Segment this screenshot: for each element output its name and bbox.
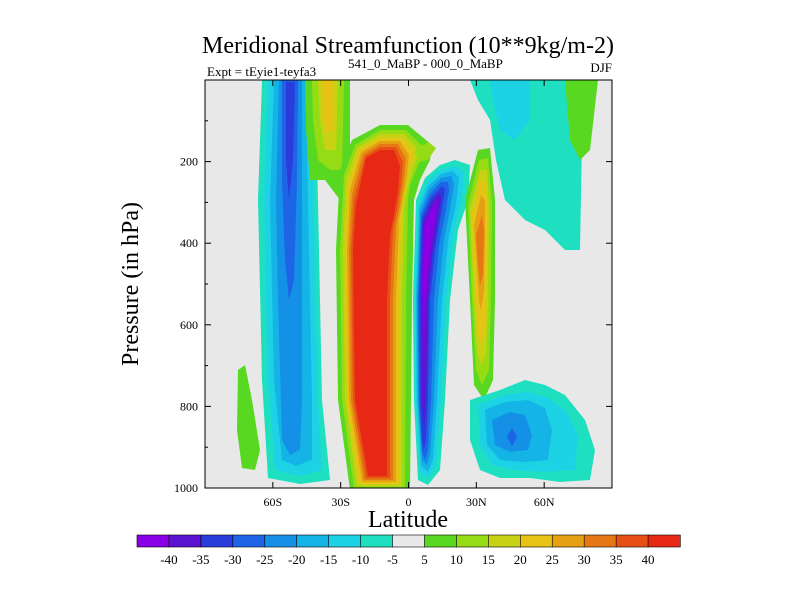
colorbar-label: 20 xyxy=(514,552,527,567)
colorbar-label: -20 xyxy=(288,552,305,567)
colorbar-swatch xyxy=(136,534,170,548)
y-tick-label: 200 xyxy=(180,155,198,169)
y-axis-ticks: 200 400 600 800 1000 xyxy=(174,120,612,495)
season-label: DJF xyxy=(590,60,612,75)
x-tick-label: 60S xyxy=(263,495,282,509)
colorbar-label: -10 xyxy=(352,552,369,567)
colorbar-label: 5 xyxy=(421,552,428,567)
colorbar-label: -30 xyxy=(224,552,241,567)
x-tick-label: 60N xyxy=(534,495,555,509)
colorbar-swatch xyxy=(232,534,266,548)
positive-cell-30n xyxy=(465,148,495,400)
colorbar-swatch xyxy=(264,534,298,548)
positive-cell-hadley xyxy=(336,125,436,488)
colorbar-label: 10 xyxy=(450,552,463,567)
colorbar-swatch xyxy=(168,534,202,548)
colorbar-swatch xyxy=(583,534,617,548)
colorbar-label: -25 xyxy=(256,552,273,567)
y-tick-label: 600 xyxy=(180,318,198,332)
colorbar-label: 15 xyxy=(482,552,495,567)
experiment-period-label: 541_0_MaBP - 000_0_MaBP xyxy=(348,56,503,71)
experiment-label: Expt = tEyie1-teyfa3 xyxy=(207,64,316,79)
colorbar-swatch xyxy=(551,534,585,548)
y-tick-label: 400 xyxy=(180,236,198,250)
negative-column-60s xyxy=(258,80,330,484)
colorbar-label: 35 xyxy=(610,552,623,567)
positive-patch-75n xyxy=(565,80,598,160)
colorbar-swatch xyxy=(328,534,362,548)
y-tick-label: 1000 xyxy=(174,481,198,495)
colorbar-label: 40 xyxy=(642,552,655,567)
negative-cell-45n xyxy=(470,380,595,482)
colorbar-label: 30 xyxy=(578,552,591,567)
x-tick-label: 30S xyxy=(331,495,350,509)
y-tick-label: 800 xyxy=(180,399,198,413)
x-tick-label: 0 xyxy=(406,495,412,509)
negative-cell-equatorial xyxy=(413,160,470,485)
colorbar-swatch xyxy=(392,534,426,548)
colorbar-swatch xyxy=(647,534,681,548)
x-axis-label: Latitude xyxy=(368,507,448,533)
chart-title: Meridional Streamfunction (10**9kg/m-2) xyxy=(202,33,614,59)
colorbar-labels: -40 -35 -30 -25 -20 -15 -10 -5 5 10 15 20 25 30 35 40 xyxy=(160,552,654,567)
colorbar-swatch xyxy=(360,534,394,548)
positive-patch-75s xyxy=(237,365,260,470)
colorbar-label: -15 xyxy=(320,552,337,567)
colorbar-swatch xyxy=(615,534,649,548)
contour-fields xyxy=(237,80,598,488)
colorbar-swatch xyxy=(519,534,553,548)
x-axis-ticks: 60S 30S 0 30N 60N xyxy=(263,80,555,509)
colorbar-swatch xyxy=(456,534,489,548)
x-tick-label: 30N xyxy=(466,495,487,509)
colorbar xyxy=(136,534,681,548)
positive-column-45s xyxy=(305,80,350,200)
colorbar-swatch xyxy=(296,534,330,548)
negative-upper-30n-60n xyxy=(470,80,585,250)
colorbar-label: -40 xyxy=(160,552,177,567)
colorbar-swatch xyxy=(488,534,521,548)
colorbar-label: -5 xyxy=(387,552,398,567)
y-axis-label: Pressure (in hPa) xyxy=(118,202,144,366)
colorbar-label: 25 xyxy=(546,552,559,567)
colorbar-swatch xyxy=(424,534,458,548)
colorbar-swatch xyxy=(200,534,234,548)
colorbar-label: -35 xyxy=(192,552,209,567)
